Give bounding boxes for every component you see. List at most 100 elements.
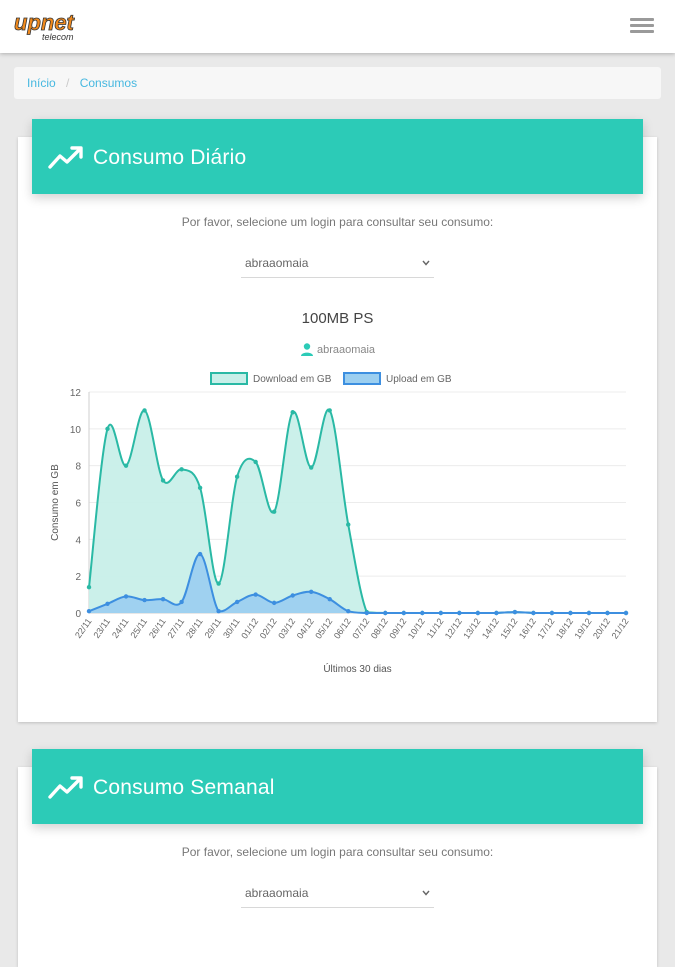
weekly-card-title: Consumo Semanal	[93, 776, 275, 799]
upload-point	[197, 551, 203, 557]
menu-icon[interactable]	[630, 18, 654, 34]
y-tick-label: 2	[75, 572, 81, 583]
upload-point	[401, 610, 406, 616]
download-area	[89, 409, 626, 613]
x-tick-label: 21/12	[610, 616, 631, 640]
weekly-consumption-card: Consumo Semanal Por favor, selecione um …	[18, 749, 657, 967]
chevron-down-icon	[422, 260, 430, 266]
chart-user-name: abraaomaia	[316, 344, 376, 356]
y-tick-label: 4	[75, 535, 81, 546]
x-tick-label: 08/12	[369, 616, 390, 640]
x-tick-label: 29/11	[203, 616, 224, 640]
daily-consumption-chart: 02468101222/1123/1124/1125/1126/1127/112…	[50, 372, 631, 675]
upnet-logo[interactable]: upnet telecom	[12, 8, 96, 44]
download-point	[309, 465, 314, 470]
y-axis-title: Consumo em GB	[50, 464, 61, 541]
breadcrumb-separator: /	[66, 76, 70, 90]
x-tick-label: 06/12	[332, 616, 353, 640]
x-tick-label: 11/12	[425, 616, 446, 640]
download-point	[142, 408, 147, 413]
upload-point	[179, 599, 184, 605]
download-point	[253, 459, 258, 465]
y-tick-label: 8	[75, 462, 81, 473]
download-point	[234, 474, 240, 479]
download-point	[327, 408, 332, 413]
x-tick-label: 26/11	[147, 616, 168, 640]
upload-point	[549, 610, 555, 616]
x-tick-label: 25/11	[128, 616, 149, 640]
user-icon	[300, 343, 313, 356]
breadcrumb-home-link[interactable]: Início	[27, 76, 56, 90]
daily-login-select[interactable]: abraaomaia	[241, 250, 434, 278]
x-tick-label: 23/11	[91, 616, 112, 640]
upload-point	[420, 610, 425, 616]
upload-point	[475, 610, 481, 616]
upload-point	[494, 610, 499, 616]
download-point	[197, 485, 203, 490]
y-tick-label: 12	[70, 388, 82, 399]
x-axis-title: Últimos 30 dias	[323, 662, 391, 675]
upload-point	[346, 608, 351, 614]
upload-point	[623, 610, 629, 616]
breadcrumb: Início / Consumos	[14, 67, 661, 99]
daily-login-select-value: abraaomaia	[245, 256, 309, 270]
x-tick-label: 15/12	[498, 616, 519, 640]
x-tick-label: 02/12	[258, 616, 279, 640]
x-tick-label: 09/12	[387, 616, 408, 640]
upload-point	[383, 610, 388, 616]
upload-point	[271, 600, 277, 606]
x-tick-label: 18/12	[554, 616, 575, 640]
download-point	[160, 478, 166, 483]
trending-up-icon	[48, 146, 83, 169]
upload-point	[142, 597, 147, 603]
upload-point	[512, 609, 518, 615]
download-point	[290, 410, 295, 415]
x-tick-label: 03/12	[276, 616, 297, 640]
upload-point	[160, 596, 166, 602]
x-tick-label: 20/12	[591, 616, 612, 640]
x-tick-label: 13/12	[461, 616, 482, 640]
upload-point	[309, 589, 314, 595]
upload-point	[327, 596, 332, 602]
upload-area	[89, 554, 626, 613]
upload-point	[290, 593, 295, 598]
daily-card-header: Consumo Diário	[32, 119, 643, 194]
upload-point	[457, 610, 462, 616]
weekly-login-select-value: abraaomaia	[245, 886, 309, 900]
upload-point	[216, 608, 221, 614]
x-tick-label: 05/12	[313, 616, 334, 640]
x-tick-label: 04/12	[295, 616, 316, 640]
x-tick-label: 28/11	[184, 616, 205, 640]
x-tick-label: 01/12	[239, 616, 260, 640]
upload-point	[123, 594, 129, 599]
upload-point	[605, 610, 610, 616]
legend-swatch-upload	[343, 372, 381, 385]
download-point	[346, 522, 351, 527]
upload-point	[253, 592, 258, 597]
upload-point	[86, 608, 92, 614]
legend-label-download: Download em GB	[253, 374, 332, 385]
upload-point	[568, 610, 573, 616]
daily-login-prompt: Por favor, selecione um login para consu…	[181, 215, 494, 229]
y-tick-label: 0	[75, 609, 81, 620]
download-point	[216, 581, 221, 586]
svg-text:telecom: telecom	[42, 32, 74, 42]
chevron-down-icon	[422, 890, 430, 896]
upload-point	[364, 610, 369, 616]
x-tick-label: 10/12	[406, 616, 427, 640]
svg-text:upnet: upnet	[14, 10, 76, 35]
download-point	[105, 426, 110, 432]
breadcrumb-current-link[interactable]: Consumos	[79, 76, 138, 90]
weekly-login-select[interactable]: abraaomaia	[241, 880, 434, 908]
legend-swatch-download	[210, 372, 248, 385]
upload-point	[105, 601, 110, 606]
daily-card-title: Consumo Diário	[93, 146, 247, 169]
trending-up-icon	[48, 776, 83, 799]
download-point	[123, 463, 129, 468]
top-bar: upnet telecom	[0, 0, 675, 53]
weekly-login-prompt: Por favor, selecione um login para consu…	[181, 845, 494, 859]
x-tick-label: 30/11	[221, 616, 242, 640]
download-point	[271, 509, 277, 514]
upload-point	[531, 610, 536, 616]
x-tick-label: 07/12	[350, 616, 371, 640]
